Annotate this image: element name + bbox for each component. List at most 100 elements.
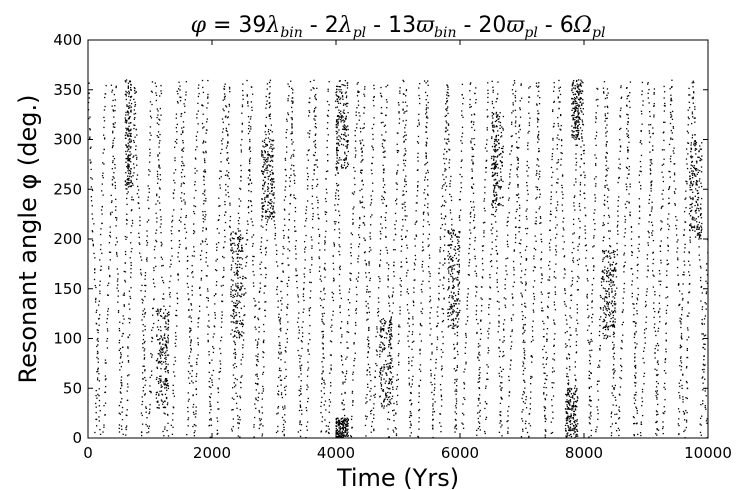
scatter-point: [380, 233, 382, 235]
scatter-point: [571, 251, 573, 254]
scatter-point: [607, 230, 610, 232]
scatter-point: [390, 362, 392, 364]
scatter-point: [368, 311, 370, 314]
scatter-point: [452, 319, 455, 322]
scatter-point: [466, 304, 468, 307]
scatter-point: [301, 335, 304, 338]
scatter-point: [341, 421, 344, 424]
scatter-point: [242, 339, 245, 341]
scatter-point: [555, 251, 558, 253]
scatter-point: [400, 291, 402, 293]
scatter-point: [367, 343, 370, 345]
scatter-point: [235, 402, 238, 405]
scatter-point: [570, 334, 572, 336]
scatter-point: [314, 143, 317, 145]
scatter-point: [381, 198, 383, 201]
scatter-point: [259, 287, 262, 289]
scatter-point: [359, 216, 361, 219]
scatter-point: [261, 219, 263, 221]
scatter-point: [283, 247, 285, 250]
scatter-point: [526, 208, 528, 210]
scatter-point: [573, 414, 575, 417]
scatter-point: [480, 332, 482, 335]
scatter-point: [485, 160, 487, 162]
scatter-point: [131, 182, 134, 185]
scatter-point: [157, 154, 159, 156]
scatter-point: [169, 280, 171, 283]
scatter-point: [368, 371, 371, 373]
scatter-point: [417, 184, 419, 187]
scatter-point: [292, 141, 294, 143]
scatter-point: [285, 131, 287, 134]
scatter-point: [279, 344, 281, 347]
scatter-point: [511, 89, 514, 91]
scatter-point: [309, 338, 311, 341]
scatter-point: [149, 385, 151, 387]
scatter-point: [416, 186, 419, 188]
scatter-point: [182, 131, 184, 134]
scatter-point: [357, 104, 360, 106]
scatter-point: [114, 216, 117, 219]
scatter-point: [581, 140, 584, 142]
scatter-point: [266, 83, 269, 85]
scatter-point: [575, 352, 577, 354]
scatter-point: [446, 150, 448, 153]
scatter-point: [446, 85, 449, 87]
scatter-point: [256, 383, 258, 385]
scatter-point: [342, 383, 344, 385]
scatter-point: [487, 352, 489, 354]
scatter-point: [618, 393, 621, 396]
scatter-point: [160, 241, 162, 244]
scatter-point: [550, 432, 552, 434]
scatter-point: [510, 135, 512, 138]
scatter-point: [576, 130, 579, 132]
scatter-point: [468, 252, 470, 255]
scatter-point: [355, 111, 357, 113]
scatter-point: [536, 188, 539, 191]
scatter-point: [143, 350, 145, 352]
scatter-point: [590, 400, 592, 402]
scatter-point: [94, 284, 96, 287]
scatter-point: [400, 280, 403, 282]
scatter-point: [404, 209, 406, 212]
scatter-point: [325, 431, 327, 433]
scatter-point: [390, 347, 393, 350]
scatter-point: [259, 282, 261, 284]
scatter-point: [351, 404, 354, 406]
scatter-point: [308, 308, 310, 310]
scatter-point: [257, 317, 259, 319]
scatter-point: [458, 303, 460, 305]
scatter-point: [200, 277, 203, 280]
scatter-point: [227, 175, 229, 177]
scatter-point: [316, 185, 318, 187]
scatter-point: [574, 374, 576, 376]
scatter-point: [328, 104, 330, 106]
scatter-point: [383, 198, 385, 201]
scatter-point: [471, 168, 473, 170]
scatter-point: [454, 418, 457, 421]
scatter-point: [337, 172, 339, 174]
scatter-point: [321, 378, 323, 380]
scatter-point: [194, 167, 196, 170]
scatter-point: [456, 385, 458, 387]
scatter-point: [566, 412, 569, 415]
scatter-point: [140, 259, 143, 261]
scatter-point: [489, 287, 492, 289]
scatter-point: [311, 264, 313, 266]
scatter-point: [123, 270, 125, 273]
scatter-point: [481, 298, 483, 301]
scatter-point: [491, 265, 493, 268]
scatter-point: [136, 174, 139, 176]
scatter-point: [546, 374, 548, 377]
scatter-point: [509, 182, 511, 184]
scatter-point: [464, 368, 466, 370]
scatter-point: [408, 330, 410, 333]
scatter-point: [617, 181, 619, 184]
scatter-point: [305, 407, 307, 409]
scatter-point: [522, 393, 524, 396]
scatter-point: [389, 343, 392, 345]
scatter-point: [258, 418, 261, 420]
scatter-point: [449, 182, 451, 185]
scatter-point: [294, 175, 296, 177]
scatter-point: [381, 143, 384, 145]
